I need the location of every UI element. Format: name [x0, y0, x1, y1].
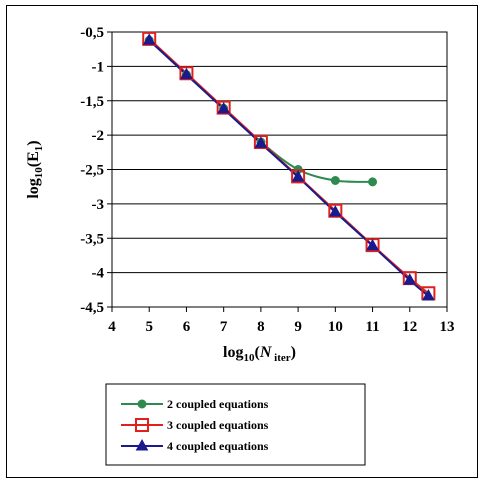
x-tick-label: 5: [145, 319, 153, 335]
x-tick-label: 12: [402, 319, 417, 335]
legend-marker: [135, 418, 149, 432]
legend-marker: [137, 399, 147, 409]
x-tick-label: 13: [440, 319, 455, 335]
y-tick-label: -2: [92, 128, 105, 144]
y-tick-label: -0,5: [80, 25, 104, 41]
data-point-2-coupled-equations: [330, 176, 340, 185]
data-point-4-coupled-equations: [180, 67, 193, 80]
y-tick-label: -3,5: [80, 231, 104, 247]
data-point-4-coupled-equations: [422, 288, 435, 301]
y-tick-label: -4,5: [80, 300, 104, 316]
data-point-4-coupled-equations: [291, 170, 305, 182]
legend-label: 2 coupled equations: [167, 397, 269, 411]
x-tick-label: 8: [257, 319, 265, 335]
data-point-4-coupled-equations: [328, 205, 342, 217]
x-tick-label: 7: [220, 319, 228, 335]
data-point-3-coupled-equations: [179, 66, 194, 81]
data-point-4-coupled-equations: [403, 273, 417, 285]
data-point-4-coupled-equations: [254, 136, 268, 148]
y-tick-label: -4: [92, 266, 105, 282]
data-point-3-coupled-equations: [216, 100, 231, 115]
data-point-2-coupled-equations: [368, 177, 378, 187]
legend-label: 4 coupled equations: [167, 439, 269, 453]
x-tick-label: 9: [294, 319, 302, 335]
data-point-4-coupled-equations: [217, 101, 231, 114]
data-point-3-coupled-equations: [328, 203, 343, 218]
y-tick-label: -3: [92, 197, 105, 213]
data-point-4-coupled-equations: [366, 238, 379, 251]
x-tick-label: 6: [183, 319, 191, 335]
x-tick-label: 10: [328, 319, 343, 335]
x-axis-title: log10(N iter): [223, 344, 296, 364]
x-tick-label: 11: [365, 319, 379, 335]
legend-marker: [135, 438, 149, 451]
legend-label: 3 coupled equations: [167, 418, 269, 432]
y-tick-label: -1,5: [80, 94, 104, 110]
data-point-3-coupled-equations: [253, 135, 268, 149]
y-tick-label: -1: [92, 59, 105, 75]
x-tick-label: 4: [108, 319, 116, 335]
y-tick-label: -2,5: [80, 163, 104, 179]
data-point-3-coupled-equations: [142, 31, 157, 46]
y-axis-title: log10(E1): [25, 140, 45, 198]
series-line-2-coupled-equations: [148, 39, 373, 183]
data-point-4-coupled-equations: [142, 33, 156, 45]
